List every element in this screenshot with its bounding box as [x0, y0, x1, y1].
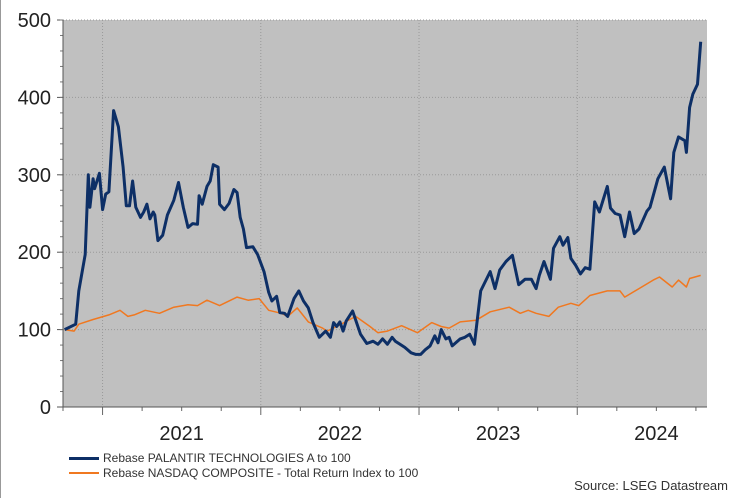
- y-tick-label: 300: [18, 165, 51, 187]
- series-line-palantir: [63, 41, 703, 356]
- y-tick-label: 0: [40, 397, 51, 419]
- legend-item-nasdaq: Rebase NASDAQ COMPOSITE - Total Return I…: [69, 466, 418, 480]
- x-tick-label: 2021: [159, 423, 204, 445]
- y-tick-label: 200: [18, 242, 51, 264]
- legend-swatch-nasdaq: [69, 472, 99, 474]
- x-tick-label: 2024: [634, 423, 679, 445]
- plot-area: [63, 20, 707, 407]
- legend-item-palantir: Rebase PALANTIR TECHNOLOGIES A to 100: [69, 451, 351, 465]
- legend-swatch-palantir: [69, 456, 99, 460]
- series-line-nasdaq: [64, 274, 701, 334]
- x-tick-label: 2023: [476, 423, 521, 445]
- legend-label-palantir: Rebase PALANTIR TECHNOLOGIES A to 100: [103, 451, 351, 465]
- legend-label-nasdaq: Rebase NASDAQ COMPOSITE - Total Return I…: [103, 466, 419, 480]
- y-tick-label: 400: [18, 87, 51, 109]
- source-note: Source: LSEG Datastream: [574, 478, 728, 493]
- y-tick-label: 100: [18, 320, 51, 342]
- x-tick-label: 2022: [318, 423, 363, 445]
- y-tick-label: 500: [18, 10, 51, 32]
